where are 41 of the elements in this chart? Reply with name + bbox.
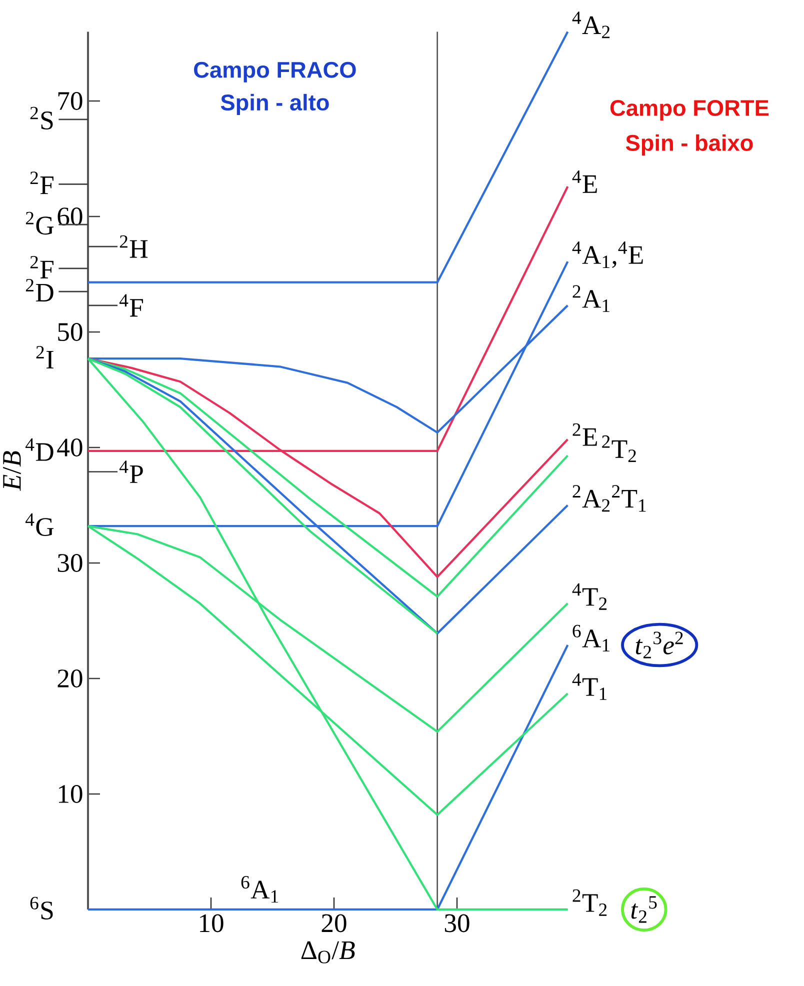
annotation: $^{6}$A$_{1}$ — [241, 876, 278, 903]
text: $^{4}$D — [25, 438, 54, 461]
annotation: Spin - alto — [220, 94, 329, 116]
y-tick-label: 70 — [58, 92, 82, 110]
text: $^{2}$I — [36, 346, 54, 368]
series-label: $^{2}$E — [572, 423, 597, 446]
text: $^{2}$D — [26, 279, 54, 302]
text: Spin - baixo — [626, 134, 753, 156]
annotation: $^{4}$P — [119, 460, 143, 483]
annotation: $^{4}$F — [119, 294, 143, 317]
x-tick-label: 10 — [200, 914, 224, 932]
annotation: $^{2}$H — [120, 235, 148, 258]
series-label: $^{4}$T$_{2}$ — [572, 583, 607, 610]
series-label: $^{4}$A$_{2}$ — [572, 12, 610, 38]
y-tick-label: 50 — [58, 323, 82, 341]
series-label: $^{2}$T$_{2}$ — [572, 889, 607, 916]
series-label: $^{4}$T$_{1}$ — [572, 673, 606, 700]
series-label: $^{4}$A$_{1}$,$^{4}$E — [572, 241, 643, 268]
text: $^{2}$S — [30, 106, 53, 130]
text: $^{4}$G — [25, 513, 54, 536]
text: $^{6}$S — [30, 896, 53, 920]
x-tick-label: 20 — [322, 914, 346, 932]
series-label: $^{2}$T$_{2}$ — [602, 435, 636, 462]
text: t$_{2}$$^{3}$e$^{2}$ — [636, 632, 683, 658]
series-label: $^{4}$E — [572, 170, 597, 193]
series-label: $^{6}$A$_{1}$ — [572, 624, 610, 652]
text: Campo FORTE — [610, 100, 769, 120]
x-axis-title: Δ$_{O}$/B — [301, 941, 355, 964]
text: $^{2}$F — [30, 172, 54, 194]
y-tick-label: 40 — [57, 438, 82, 456]
text: $^{2}$F — [30, 256, 54, 278]
x-tick-label: 30 — [444, 914, 470, 932]
text: t$_{2}$5 — [631, 896, 657, 923]
series-label: $^{2}$A$_{1}$ — [572, 285, 610, 312]
text: $^{2}$G — [26, 212, 54, 235]
annotation: Campo FRACO — [194, 62, 356, 82]
y-tick-label: 10 — [58, 785, 82, 803]
y-tick-label: 30 — [58, 554, 82, 572]
y-axis-title: E/B — [3, 451, 21, 491]
y-tick-label: 20 — [58, 670, 82, 688]
series-label: $^{2}$A$_{2}$$^{2}$T$_{1}$ — [572, 485, 646, 512]
